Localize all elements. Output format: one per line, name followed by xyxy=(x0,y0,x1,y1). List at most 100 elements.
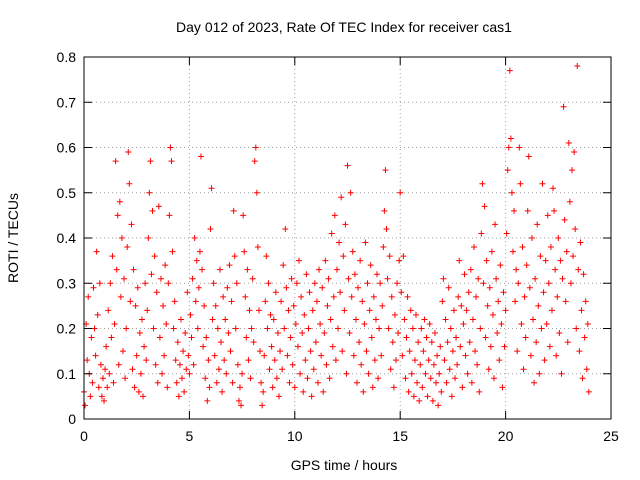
data-point xyxy=(343,370,350,377)
data-point xyxy=(565,139,572,146)
data-point xyxy=(370,293,377,300)
data-point xyxy=(391,311,398,318)
data-point xyxy=(325,275,332,282)
data-point xyxy=(170,325,177,332)
data-point xyxy=(411,357,418,364)
data-point xyxy=(219,388,226,395)
data-point xyxy=(344,162,351,169)
data-point xyxy=(286,379,293,386)
data-point xyxy=(104,384,111,391)
data-point xyxy=(467,266,474,273)
data-point xyxy=(504,167,511,174)
data-point xyxy=(95,384,102,391)
data-point xyxy=(274,330,281,337)
data-point xyxy=(484,302,491,309)
data-point xyxy=(398,289,405,296)
data-point xyxy=(423,334,430,341)
data-point xyxy=(470,244,477,251)
data-point xyxy=(184,289,191,296)
data-point xyxy=(403,334,410,341)
data-point xyxy=(118,235,125,241)
data-point xyxy=(147,158,154,165)
data-point xyxy=(459,384,466,391)
data-point xyxy=(361,320,368,327)
data-point xyxy=(366,307,373,314)
data-point xyxy=(110,379,117,386)
data-point xyxy=(524,207,531,214)
data-point xyxy=(226,262,233,269)
data-point xyxy=(330,293,337,300)
data-point xyxy=(355,284,362,291)
data-point xyxy=(242,293,249,300)
data-point xyxy=(172,357,179,364)
data-point xyxy=(455,293,462,300)
data-point xyxy=(231,253,238,260)
data-point xyxy=(188,334,195,341)
data-point xyxy=(292,320,299,327)
data-point xyxy=(345,275,352,282)
data-point xyxy=(523,262,530,269)
data-point xyxy=(250,339,257,346)
data-point xyxy=(138,316,145,323)
data-point xyxy=(324,302,331,309)
data-point xyxy=(269,384,276,391)
data-point xyxy=(477,325,484,332)
data-point xyxy=(150,325,157,332)
data-point xyxy=(485,366,492,373)
x-tick-label: 0 xyxy=(80,428,88,444)
data-point xyxy=(268,343,275,350)
data-point xyxy=(362,239,369,246)
data-point xyxy=(462,352,469,359)
data-point xyxy=(395,330,402,337)
data-point xyxy=(480,280,487,287)
data-point xyxy=(142,280,149,287)
data-point xyxy=(199,266,206,273)
data-point xyxy=(584,320,591,327)
data-point xyxy=(545,280,552,287)
data-point xyxy=(267,311,274,318)
data-point xyxy=(341,307,348,314)
data-point xyxy=(230,207,237,214)
data-point xyxy=(408,370,415,377)
data-point xyxy=(321,330,328,337)
data-point xyxy=(99,375,106,382)
data-point xyxy=(112,158,119,165)
y-axis-ticks: 0 0.1 0.2 0.3 0.4 0.5 0.6 0.7 0.8 xyxy=(57,49,611,427)
data-point xyxy=(521,293,528,300)
data-point xyxy=(263,253,270,260)
data-point xyxy=(310,366,317,373)
data-point xyxy=(364,280,371,287)
data-point xyxy=(402,375,409,382)
data-point xyxy=(151,253,158,260)
data-point xyxy=(280,262,287,269)
data-point xyxy=(88,334,95,341)
x-tick-label: 5 xyxy=(186,428,194,444)
data-point xyxy=(406,348,413,355)
y-tick-label: 0.6 xyxy=(57,140,77,156)
data-point xyxy=(401,316,408,323)
data-point xyxy=(302,357,309,364)
data-point xyxy=(473,293,480,300)
data-point xyxy=(541,357,548,364)
data-point xyxy=(124,244,131,251)
data-point xyxy=(127,298,134,305)
x-tick-label: 10 xyxy=(287,428,303,444)
data-point xyxy=(201,302,208,309)
data-point xyxy=(576,348,583,355)
data-point xyxy=(232,325,239,332)
data-point xyxy=(500,289,507,296)
data-point xyxy=(475,275,482,282)
data-point xyxy=(208,185,215,192)
data-point xyxy=(442,316,449,323)
data-point xyxy=(270,316,277,323)
data-point xyxy=(152,361,159,368)
data-point xyxy=(173,379,180,386)
data-point xyxy=(91,325,98,332)
data-point xyxy=(434,352,441,359)
data-point xyxy=(333,266,340,273)
data-point xyxy=(322,257,329,264)
data-point xyxy=(227,348,234,355)
data-point xyxy=(394,280,401,287)
data-point xyxy=(525,153,532,160)
data-point xyxy=(570,253,577,260)
